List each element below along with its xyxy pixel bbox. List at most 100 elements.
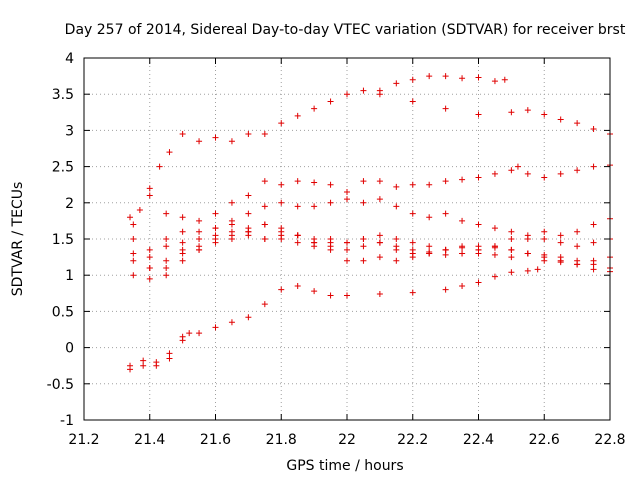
data-point: [541, 228, 548, 235]
data-point: [146, 254, 153, 261]
data-point: [409, 181, 416, 188]
data-point: [459, 250, 466, 257]
data-point: [393, 236, 400, 242]
data-point: [196, 330, 203, 337]
data-point: [228, 232, 235, 239]
data-point: [534, 266, 541, 273]
data-point: [278, 199, 285, 206]
data-point: [590, 221, 597, 228]
data-point: [228, 319, 235, 326]
data-point: [557, 116, 564, 123]
data-point: [245, 228, 252, 235]
data-point: [508, 254, 515, 261]
data-point: [163, 210, 170, 217]
x-tick-label: 22: [338, 432, 356, 448]
data-point: [166, 149, 173, 156]
data-point: [179, 214, 186, 221]
data-point: [475, 111, 482, 118]
data-point: [459, 75, 466, 82]
data-point: [163, 257, 170, 264]
data-point: [344, 257, 350, 264]
data-point: [311, 105, 318, 112]
data-point: [228, 221, 235, 228]
data-point: [130, 250, 137, 257]
series-sat-C: [127, 73, 508, 221]
data-point: [557, 232, 564, 239]
series-sat-I: [130, 221, 613, 268]
data-point: [574, 228, 581, 235]
x-tick-label: 21.4: [134, 432, 165, 448]
data-point: [360, 236, 367, 242]
data-point: [140, 362, 147, 369]
series-sat-H: [130, 228, 613, 264]
data-point: [409, 98, 416, 105]
data-point: [311, 236, 318, 242]
data-point: [186, 330, 193, 337]
data-point: [491, 273, 498, 280]
data-point: [491, 243, 498, 250]
data-point: [557, 259, 564, 266]
data-point: [360, 243, 367, 250]
data-point: [163, 243, 170, 250]
series-sat-A: [127, 266, 541, 373]
data-point: [228, 199, 235, 206]
data-point: [261, 178, 268, 185]
data-point: [541, 111, 548, 118]
y-tick-label: 3: [65, 123, 74, 139]
data-point: [442, 251, 449, 258]
data-point: [130, 221, 137, 228]
y-axis-label: SDTVAR / TECUs: [10, 182, 26, 297]
data-point: [294, 178, 301, 185]
data-point: [278, 120, 285, 127]
data-point: [376, 196, 383, 203]
data-point: [409, 250, 416, 257]
data-point: [156, 163, 163, 170]
data-point: [327, 181, 334, 188]
data-point: [360, 87, 367, 94]
data-point: [344, 246, 350, 253]
data-point: [294, 232, 301, 239]
x-axis-label: GPS time / hours: [286, 458, 403, 474]
data-point: [393, 203, 400, 210]
data-point: [294, 239, 301, 246]
data-point: [146, 185, 153, 192]
data-point: [212, 210, 219, 217]
series-sat-G: [130, 221, 613, 282]
data-point: [442, 286, 449, 293]
data-point: [163, 236, 170, 242]
data-point: [393, 257, 400, 264]
data-point: [196, 217, 203, 224]
data-point: [426, 243, 433, 250]
data-point: [475, 246, 482, 253]
x-tick-label: 22.4: [463, 432, 494, 448]
data-point: [442, 73, 449, 80]
data-point: [590, 125, 597, 132]
data-point: [294, 203, 301, 210]
x-tick-label: 21.6: [200, 432, 231, 448]
grid: [84, 58, 610, 420]
data-point: [541, 257, 548, 264]
y-tick-label: 1: [65, 268, 74, 284]
data-point: [574, 167, 581, 174]
x-tick-label: 22.6: [529, 432, 560, 448]
data-point: [327, 199, 334, 206]
data-point: [261, 203, 268, 210]
data-point: [426, 214, 433, 221]
data-point: [166, 350, 173, 357]
data-point: [163, 264, 170, 271]
data-point: [278, 225, 285, 232]
x-tick-label: 22.8: [594, 432, 625, 448]
data-point: [524, 236, 531, 242]
data-point: [196, 246, 203, 253]
series-sat-F: [130, 196, 613, 271]
data-point: [179, 239, 186, 246]
data-point: [491, 251, 498, 258]
y-tick-label: 3.5: [52, 87, 74, 103]
data-point: [294, 112, 301, 119]
data-point: [541, 236, 548, 242]
data-point: [344, 292, 350, 299]
data-point: [163, 272, 170, 279]
data-point: [146, 264, 153, 271]
data-point: [261, 221, 268, 228]
